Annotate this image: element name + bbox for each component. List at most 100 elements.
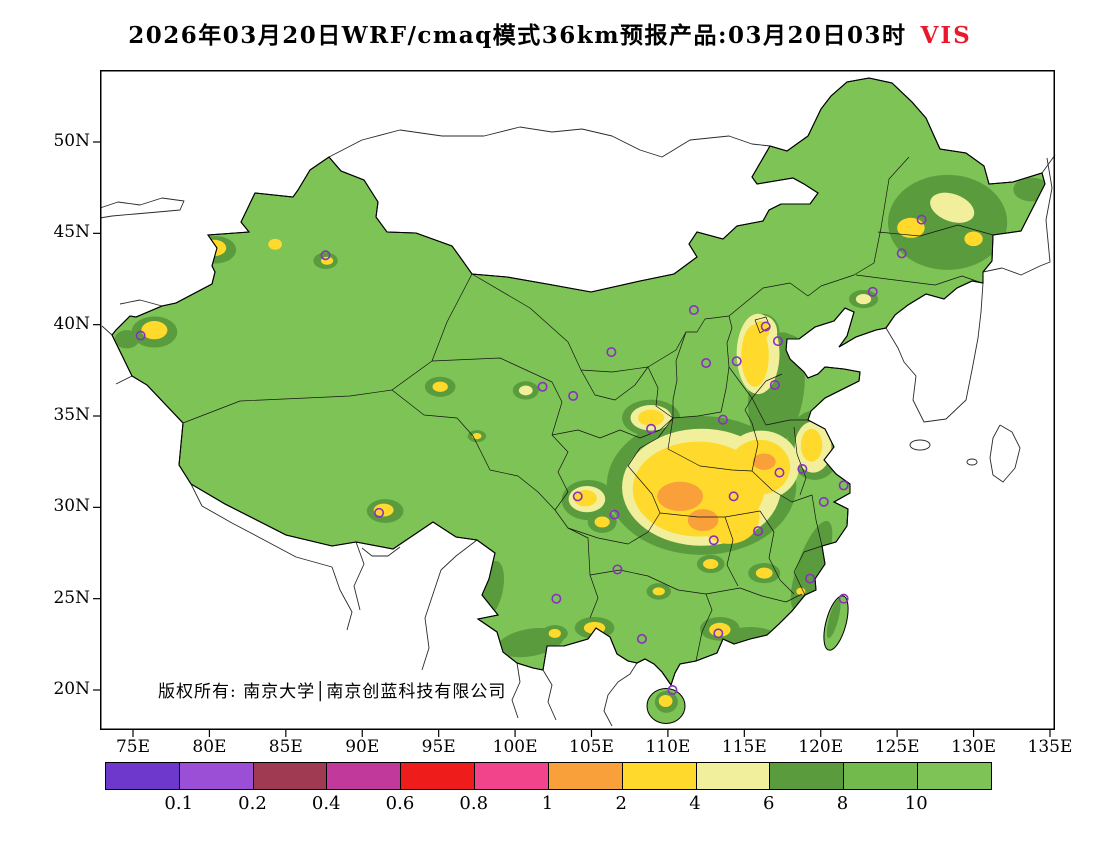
city-marker — [636, 633, 647, 644]
chart-title-text: 2026年03月20日WRF/cmaq模式36km预报产品:03月20日03时 — [128, 22, 907, 49]
x-tick-label: 135E — [1027, 737, 1073, 757]
colorbar-cell — [770, 763, 845, 789]
province-border — [391, 273, 473, 391]
province-border — [793, 426, 807, 496]
axis-ticks — [93, 141, 1051, 737]
x-tick-label: 125E — [874, 737, 920, 757]
colorbar-cell — [475, 763, 549, 789]
vis-region-2-4 — [796, 587, 806, 596]
province-border — [489, 469, 556, 511]
colorbar-cell — [844, 763, 919, 789]
province-border — [567, 512, 661, 545]
vis-region-6-8 — [724, 626, 777, 648]
visibility-patches — [114, 174, 1045, 713]
colorbar-cell — [106, 763, 180, 789]
province-border — [182, 389, 393, 424]
colorbar-cell — [327, 763, 402, 789]
colorbar-tick-label: 0.4 — [311, 793, 341, 814]
city-marker — [728, 491, 739, 502]
vietnam-laos-border — [542, 669, 557, 721]
colorbar-tick-label: 8 — [836, 793, 849, 814]
province-border — [391, 389, 491, 471]
kyushu-coastline — [989, 424, 1021, 483]
province-border — [855, 274, 983, 286]
y-tick-label: 35N — [53, 405, 90, 425]
province-border — [759, 510, 795, 595]
province-border — [580, 366, 649, 401]
province-border — [667, 417, 753, 472]
province-borders — [182, 156, 994, 662]
y-tick-label: 45N — [53, 222, 90, 243]
vis-region-2-4 — [548, 628, 561, 638]
vis-region-2-4 — [432, 381, 448, 392]
bangladesh-border — [353, 541, 365, 611]
city-marker — [320, 250, 331, 261]
province-border — [751, 470, 823, 547]
vis-region-2-4 — [141, 321, 168, 340]
tsushima-island — [966, 458, 978, 466]
colorbar-cell — [622, 763, 697, 789]
city-marker — [568, 390, 579, 401]
vis-region-1-2 — [687, 509, 719, 532]
colorbar-tick-label: 1 — [541, 793, 554, 814]
russia-coastline — [982, 157, 1053, 276]
vis-region-1-2 — [752, 453, 776, 470]
city-marker — [572, 491, 583, 502]
city-marker — [612, 564, 623, 575]
city-marker — [717, 414, 728, 425]
province-border — [551, 417, 674, 439]
vis-region-2-4 — [800, 428, 823, 462]
chart-title-variable: VIS — [920, 22, 972, 49]
colorbar — [105, 762, 992, 790]
vis-region-2-4 — [658, 694, 673, 707]
vis-region-4-6 — [930, 192, 975, 223]
map-svg — [93, 70, 1056, 737]
colorbar-tick-label: 0.1 — [164, 793, 194, 814]
city-marker — [753, 526, 764, 537]
province-border — [724, 516, 739, 587]
city-markers — [135, 214, 927, 696]
vis-region-2-4 — [373, 503, 394, 517]
city-marker — [867, 286, 878, 297]
city-marker — [774, 467, 785, 478]
city-marker — [609, 509, 620, 520]
x-tick-label: 100E — [492, 737, 538, 757]
x-tick-label: 80E — [192, 737, 227, 757]
city-marker — [701, 358, 712, 369]
province-border — [695, 593, 713, 662]
bhutan-border — [361, 546, 401, 557]
y-tick-label: 40N — [53, 313, 90, 334]
vis-region-4-6 — [518, 385, 533, 396]
neighbor-country-borders — [99, 126, 1056, 727]
city-marker — [708, 535, 719, 546]
colorbar-tick-label: 10 — [904, 793, 928, 814]
colorbar-cell — [696, 763, 771, 789]
city-marker — [760, 321, 771, 332]
colorbar-tick-label: 0.8 — [459, 793, 489, 814]
map-plot — [93, 70, 1056, 737]
x-tick-label: 110E — [645, 737, 691, 757]
city-marker — [818, 496, 829, 507]
vis-region-2-4 — [703, 559, 719, 569]
city-marker — [916, 214, 927, 225]
colorbar-tick-label: 0.6 — [385, 793, 415, 814]
y-tick-label: 20N — [53, 679, 90, 699]
province-border — [672, 411, 722, 419]
city-marker — [772, 336, 783, 347]
province-border — [793, 545, 823, 596]
y-tick-label: 50N — [53, 131, 90, 151]
province-border — [589, 574, 599, 619]
city-marker — [769, 379, 780, 390]
vis-region-2-4 — [741, 324, 769, 387]
x-tick-label: 75E — [115, 737, 151, 757]
china-region — [111, 77, 1046, 686]
city-marker — [551, 593, 562, 604]
x-tick-label: 115E — [721, 737, 767, 757]
province-border — [471, 262, 875, 373]
province-border — [720, 315, 733, 413]
colorbar-tick-label: 6 — [763, 793, 775, 814]
city-marker — [838, 593, 849, 604]
myanmar-india-border — [421, 539, 478, 671]
vis-region-4-6 — [855, 293, 872, 305]
